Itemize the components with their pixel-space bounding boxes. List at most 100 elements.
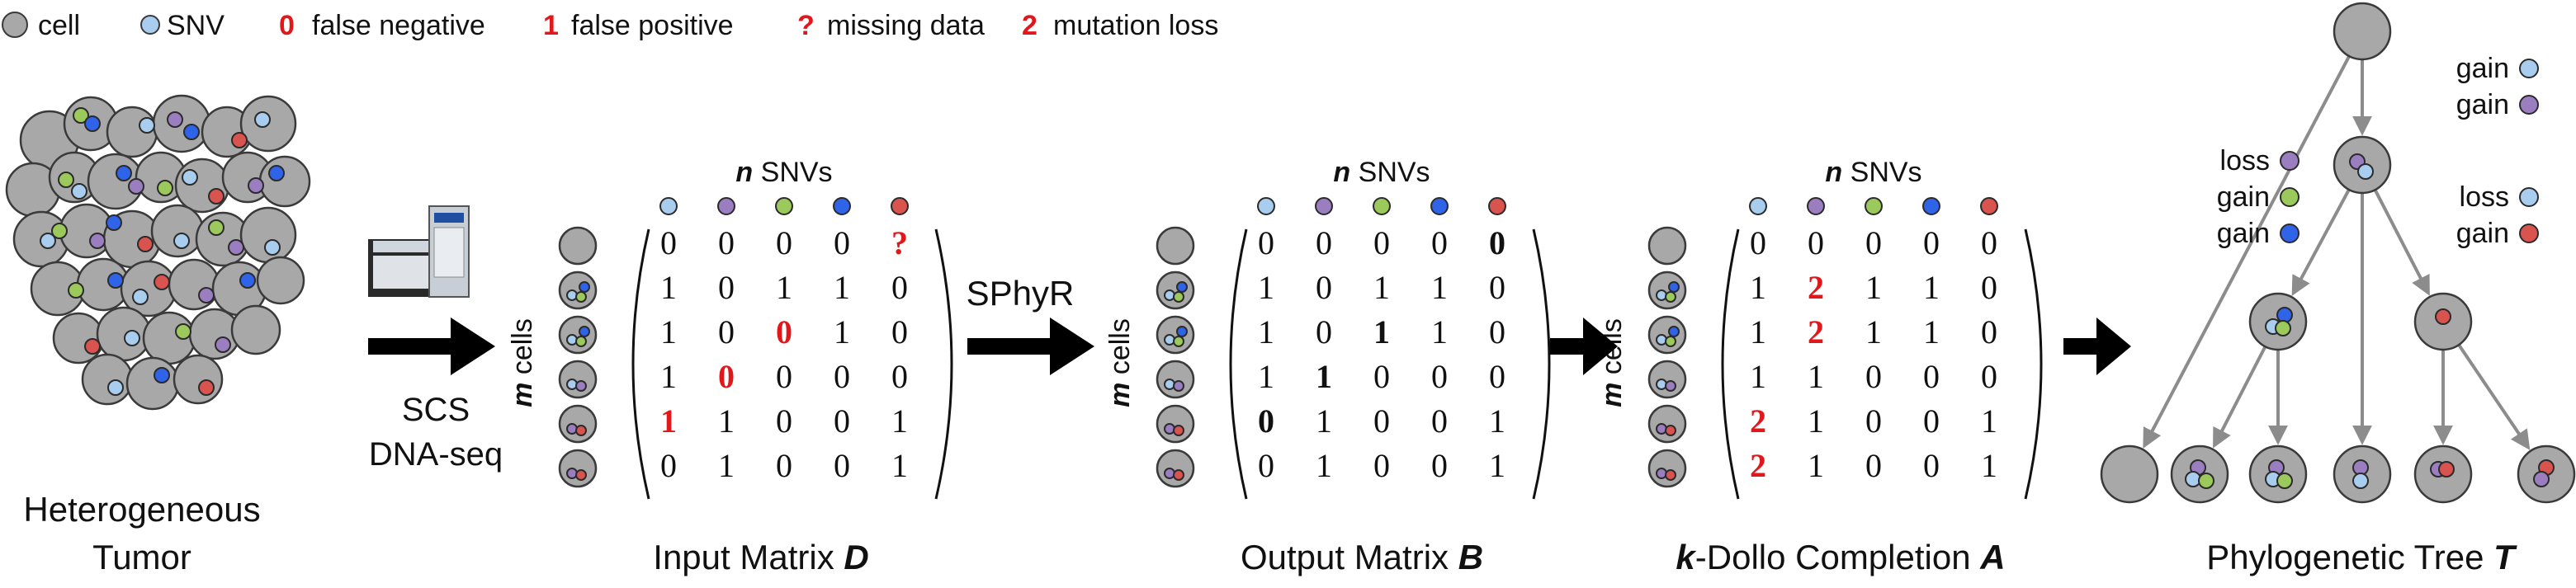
matrix-entry: 0	[1258, 402, 1274, 440]
tree-event-label: gain	[2456, 53, 2509, 84]
tumor-cell	[150, 204, 205, 258]
tree-node	[2333, 2, 2392, 61]
row-snv-dot	[1173, 336, 1184, 347]
tree-event-dot	[2519, 59, 2539, 78]
matrix-entry: 0	[891, 358, 908, 395]
matrix-entry: 0	[1865, 402, 1882, 440]
arrow-sphyr	[967, 318, 1094, 375]
tumor-cell	[81, 353, 134, 406]
snv-axis-label: n SNVs	[1333, 157, 1430, 188]
n-symbol: n	[1825, 157, 1850, 188]
matrix-entry: 1	[1750, 358, 1766, 395]
matrix-entry: 1	[1750, 269, 1766, 306]
snv-column-dot	[717, 197, 735, 215]
tree-edge	[2457, 344, 2531, 450]
tumor-cell	[258, 155, 311, 208]
matrix-entry: 1	[660, 358, 677, 395]
tumor-cell	[173, 354, 224, 405]
matrix-entry: 1	[1808, 358, 1824, 395]
row-cell-icon	[1647, 404, 1687, 444]
matrix-entry: 1	[1373, 269, 1390, 306]
matrix-entry: 0	[891, 313, 908, 350]
matrix-entry: 0	[1923, 447, 1940, 484]
legend-false-negative-symbol: 0	[279, 10, 295, 41]
matrix-entry: 0	[1865, 447, 1882, 484]
row-cell-icon	[558, 404, 598, 444]
matrix-entry: 0	[776, 313, 792, 350]
cells-word: cells	[507, 318, 538, 374]
matrix-entry: 0	[1981, 224, 1997, 261]
cells-axis-label: m cells	[1596, 318, 1628, 407]
snv-dot	[239, 272, 256, 289]
snv-dot	[107, 272, 124, 289]
tree-snv-dot	[2352, 473, 2369, 489]
row-snv-dot	[1173, 380, 1184, 392]
completion-caption-symbol: A	[1979, 538, 2005, 576]
snv-dot	[254, 111, 271, 128]
matrix-entry: 0	[1373, 358, 1390, 395]
row-snv-dot	[566, 289, 578, 301]
matrix-entry: 0	[718, 269, 735, 306]
matrix-entry: 0	[1489, 313, 1505, 350]
tree-snv-dot	[2438, 461, 2455, 477]
row-snv-dot	[1665, 425, 1676, 436]
tree-event-label: loss	[2460, 181, 2509, 213]
matrix-entry: 1	[1258, 358, 1274, 395]
snvs-word: SNVs	[1359, 157, 1430, 188]
tree-caption-text: Phylogenetic Tree	[2206, 538, 2493, 576]
snv-column-dot	[1865, 197, 1883, 215]
row-snv-dot	[1665, 469, 1676, 481]
row-cell-icon	[1647, 270, 1687, 310]
matrix-entry: 0	[660, 447, 677, 484]
tumor-cell	[174, 158, 230, 214]
matrix-entry: 0	[1373, 447, 1390, 484]
snv-dot	[215, 336, 231, 353]
row-snv-dot	[1173, 291, 1184, 303]
snv-column-dot	[1922, 197, 1940, 215]
tree-snv-dot	[2275, 320, 2291, 336]
matrix-entry: 0	[1489, 224, 1505, 261]
heterogeneous-tumor	[5, 94, 311, 411]
input-caption-symbol: D	[844, 538, 868, 576]
legend-false-positive-label: false positive	[571, 10, 734, 41]
matrix-entry: 1	[660, 402, 677, 440]
snv-dot	[51, 223, 68, 239]
tree-snv-dot	[2198, 473, 2214, 489]
tree-event-dot	[2280, 223, 2299, 243]
matrix-entry: 0	[1981, 313, 1997, 350]
sequencer-label-line2: DNA-seq	[369, 436, 503, 473]
matrix-entry: 1	[660, 313, 677, 350]
snv-column-dot	[891, 197, 909, 215]
matrix-entry: 0	[1981, 269, 1997, 306]
right-bracket	[1532, 228, 1551, 500]
row-cell-icon	[1156, 315, 1195, 355]
row-snv-dot	[566, 468, 578, 479]
matrix-entry: 2	[1750, 447, 1766, 484]
snv-column-dot	[1315, 197, 1333, 215]
row-cell-icon	[1156, 270, 1195, 310]
snv-dot	[84, 115, 101, 132]
n-symbol: n	[1333, 157, 1358, 188]
matrix-entry: 0	[1923, 402, 1940, 440]
matrix-entry: 2	[1808, 313, 1824, 350]
snv-dot	[208, 219, 225, 236]
snv-dot	[231, 132, 248, 148]
matrix-entry: 1	[1808, 447, 1824, 484]
tree-snv-dot	[2276, 473, 2293, 489]
right-bracket	[2024, 228, 2043, 500]
row-snv-dot	[1668, 326, 1680, 337]
cells-axis-label: m cells	[507, 318, 538, 407]
matrix-entry: 1	[1489, 402, 1505, 440]
row-snv-dot	[1173, 469, 1184, 481]
snv-legend-icon	[140, 15, 160, 35]
tree-event-dot	[2519, 187, 2539, 207]
matrix-entry: 0	[718, 358, 735, 395]
matrix-entry: 1	[1316, 358, 1332, 395]
tumor-label-line1: Heterogeneous	[23, 490, 260, 529]
tumor-cell	[230, 304, 281, 355]
row-snv-dot	[1656, 334, 1667, 346]
snv-dot	[182, 169, 198, 186]
row-snv-dot	[1656, 423, 1667, 435]
matrix-entry: 1	[891, 447, 908, 484]
matrix-entry: 0	[1316, 313, 1332, 350]
